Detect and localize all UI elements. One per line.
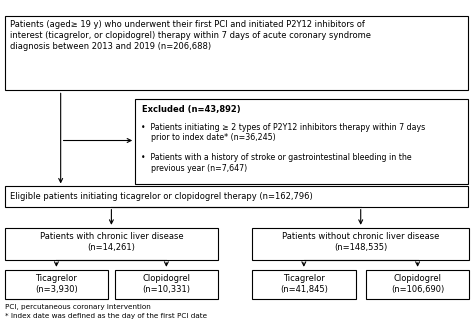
Bar <box>252 228 469 260</box>
Text: PCI, percutaneous coronary intervention: PCI, percutaneous coronary intervention <box>5 304 150 310</box>
Text: Patients without chronic liver disease
(n=148,535): Patients without chronic liver disease (… <box>282 232 439 252</box>
Text: Eligible patients initiating ticagrelor or clopidogrel therapy (n=162,796): Eligible patients initiating ticagrelor … <box>10 192 313 201</box>
Text: Clopidogrel
(n=10,331): Clopidogrel (n=10,331) <box>142 274 191 294</box>
Text: Patients with chronic liver disease
(n=14,261): Patients with chronic liver disease (n=1… <box>39 232 183 252</box>
Bar <box>5 228 218 260</box>
Text: •  Patients initiating ≥ 2 types of P2Y12 inhibitors therapy within 7 days
    p: • Patients initiating ≥ 2 types of P2Y12… <box>141 123 426 142</box>
Bar <box>5 16 468 90</box>
Text: Ticagrelor
(n=41,845): Ticagrelor (n=41,845) <box>280 274 328 294</box>
Bar <box>5 270 108 299</box>
Text: Excluded (n=43,892): Excluded (n=43,892) <box>142 105 241 114</box>
Text: Clopidogrel
(n=106,690): Clopidogrel (n=106,690) <box>391 274 444 294</box>
Text: Ticagrelor
(n=3,930): Ticagrelor (n=3,930) <box>35 274 78 294</box>
Text: Patients (aged≥ 19 y) who underwent their first PCI and initiated P2Y12 inhibito: Patients (aged≥ 19 y) who underwent thei… <box>10 20 372 51</box>
Text: * Index date was defined as the day of the first PCI date: * Index date was defined as the day of t… <box>5 313 207 319</box>
Bar <box>366 270 469 299</box>
Bar <box>135 99 468 184</box>
Bar <box>115 270 218 299</box>
Text: •  Patients with a history of stroke or gastrointestinal bleeding in the
    pre: • Patients with a history of stroke or g… <box>141 153 412 173</box>
Bar <box>252 270 356 299</box>
Bar <box>5 186 468 207</box>
